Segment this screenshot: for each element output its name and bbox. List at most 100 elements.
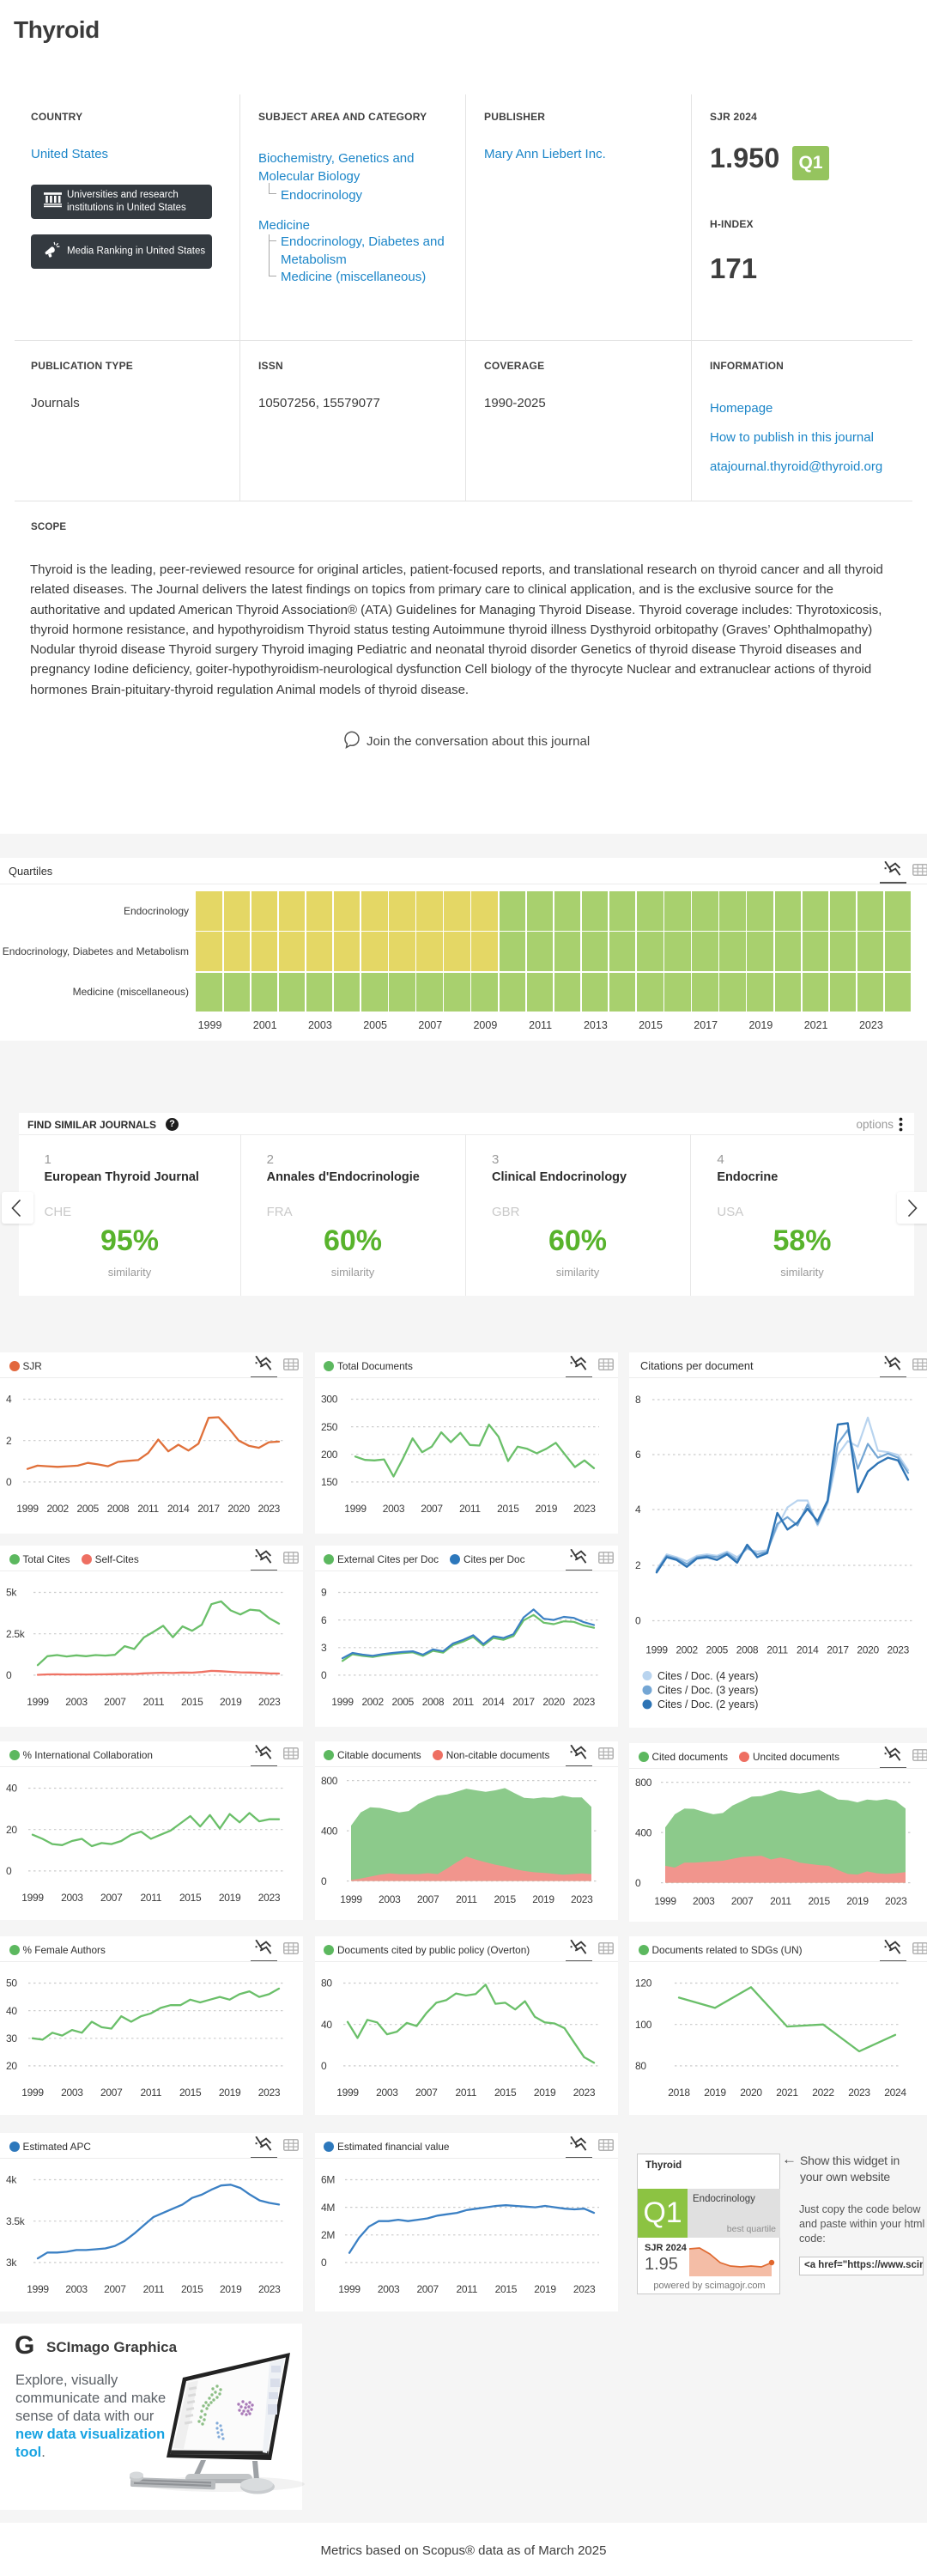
- svg-text:2011: 2011: [766, 1644, 788, 1656]
- svg-text:2023: 2023: [885, 1895, 907, 1907]
- svg-text:2014: 2014: [482, 1696, 505, 1708]
- svg-text:2008: 2008: [736, 1644, 759, 1656]
- svg-text:2005: 2005: [77, 1503, 100, 1515]
- svg-text:2017: 2017: [827, 1644, 849, 1656]
- svg-text:1999: 1999: [338, 2283, 360, 2295]
- svg-text:200: 200: [321, 1449, 338, 1461]
- svg-text:9: 9: [321, 1587, 327, 1599]
- svg-text:2003: 2003: [379, 1893, 401, 1905]
- svg-text:2: 2: [635, 1559, 641, 1571]
- svg-text:0: 0: [321, 2257, 327, 2269]
- svg-text:150: 150: [321, 1476, 338, 1488]
- svg-text:6: 6: [321, 1614, 327, 1626]
- svg-text:40: 40: [321, 2019, 332, 2031]
- svg-text:6M: 6M: [321, 2174, 335, 2186]
- svg-text:2019: 2019: [219, 1892, 241, 1904]
- svg-text:0: 0: [321, 1669, 327, 1681]
- svg-text:2011: 2011: [143, 1696, 165, 1708]
- svg-text:2021: 2021: [776, 2087, 798, 2099]
- svg-text:80: 80: [635, 2060, 646, 2072]
- svg-text:300: 300: [321, 1394, 338, 1406]
- svg-text:2015: 2015: [179, 1892, 202, 1904]
- svg-text:2018: 2018: [668, 2087, 690, 2099]
- svg-text:2015: 2015: [494, 2283, 517, 2295]
- svg-text:2020: 2020: [227, 1503, 250, 1515]
- svg-text:2005: 2005: [391, 1696, 414, 1708]
- svg-text:1999: 1999: [21, 2087, 44, 2099]
- svg-text:2019: 2019: [535, 1503, 557, 1515]
- svg-text:0: 0: [321, 2060, 327, 2072]
- svg-text:30: 30: [6, 2032, 17, 2044]
- svg-text:2015: 2015: [494, 1893, 516, 1905]
- svg-text:2011: 2011: [137, 1503, 159, 1515]
- svg-text:5k: 5k: [6, 1587, 17, 1599]
- svg-text:2007: 2007: [415, 2087, 438, 2099]
- svg-text:0: 0: [6, 1669, 12, 1681]
- svg-text:2003: 2003: [376, 2087, 398, 2099]
- svg-text:2019: 2019: [532, 1893, 554, 1905]
- svg-text:2007: 2007: [416, 2283, 439, 2295]
- svg-text:120: 120: [635, 1978, 652, 1990]
- svg-text:2007: 2007: [421, 1503, 443, 1515]
- svg-text:2011: 2011: [140, 2087, 161, 2099]
- svg-text:0: 0: [635, 1615, 641, 1627]
- svg-text:2015: 2015: [179, 2087, 202, 2099]
- svg-text:20: 20: [6, 1824, 17, 1836]
- svg-text:800: 800: [635, 1777, 652, 1789]
- svg-text:2011: 2011: [459, 1503, 481, 1515]
- svg-text:2019: 2019: [219, 2087, 241, 2099]
- svg-text:2011: 2011: [143, 2283, 165, 2295]
- svg-text:2017: 2017: [512, 1696, 535, 1708]
- svg-text:2011: 2011: [770, 1895, 791, 1907]
- svg-text:2019: 2019: [533, 2087, 555, 2099]
- svg-text:2014: 2014: [167, 1503, 190, 1515]
- svg-text:6: 6: [635, 1449, 641, 1461]
- svg-text:2003: 2003: [65, 2283, 88, 2295]
- svg-text:2002: 2002: [676, 1644, 698, 1656]
- svg-text:2007: 2007: [416, 1893, 439, 1905]
- svg-text:2008: 2008: [421, 1696, 444, 1708]
- svg-text:4M: 4M: [321, 2202, 335, 2214]
- svg-text:3.5k: 3.5k: [6, 2215, 26, 2227]
- svg-text:4: 4: [6, 1394, 12, 1406]
- svg-text:2007: 2007: [104, 2283, 126, 2295]
- svg-text:2019: 2019: [704, 2087, 726, 2099]
- svg-text:80: 80: [321, 1978, 332, 1990]
- svg-text:40: 40: [6, 1783, 17, 1795]
- svg-text:800: 800: [321, 1775, 338, 1787]
- svg-text:2011: 2011: [455, 2087, 476, 2099]
- svg-text:2011: 2011: [456, 1893, 477, 1905]
- svg-text:2023: 2023: [573, 1696, 595, 1708]
- svg-text:2014: 2014: [797, 1644, 819, 1656]
- svg-text:2015: 2015: [181, 2283, 203, 2295]
- svg-text:0: 0: [6, 1476, 12, 1488]
- svg-text:2023: 2023: [258, 1696, 281, 1708]
- svg-text:2002: 2002: [361, 1696, 384, 1708]
- svg-text:1999: 1999: [27, 1696, 49, 1708]
- svg-text:Cites / Doc. (3 years): Cites / Doc. (3 years): [657, 1685, 758, 1697]
- svg-text:2003: 2003: [65, 1696, 88, 1708]
- svg-text:1999: 1999: [336, 2087, 359, 2099]
- svg-text:2023: 2023: [258, 1892, 281, 1904]
- svg-text:40: 40: [6, 2005, 17, 2017]
- svg-text:2011: 2011: [140, 1892, 161, 1904]
- svg-text:2023: 2023: [258, 2087, 281, 2099]
- svg-text:1999: 1999: [340, 1893, 362, 1905]
- svg-text:2023: 2023: [888, 1644, 910, 1656]
- svg-text:2019: 2019: [534, 2283, 556, 2295]
- svg-text:4: 4: [635, 1504, 641, 1516]
- svg-text:2003: 2003: [377, 2283, 399, 2295]
- svg-text:2019: 2019: [846, 1895, 869, 1907]
- svg-text:Cites / Doc. (4 years): Cites / Doc. (4 years): [657, 1670, 758, 1682]
- svg-text:2023: 2023: [258, 1503, 281, 1515]
- svg-text:50: 50: [6, 1978, 17, 1990]
- svg-text:Cites / Doc. (2 years): Cites / Doc. (2 years): [657, 1698, 758, 1710]
- svg-text:0: 0: [321, 1875, 327, 1887]
- svg-text:1999: 1999: [344, 1503, 367, 1515]
- svg-text:1999: 1999: [654, 1895, 676, 1907]
- svg-text:2023: 2023: [573, 2087, 595, 2099]
- svg-text:2023: 2023: [848, 2087, 870, 2099]
- svg-text:2019: 2019: [220, 2283, 242, 2295]
- svg-text:400: 400: [321, 1825, 338, 1837]
- svg-text:2023: 2023: [571, 1893, 593, 1905]
